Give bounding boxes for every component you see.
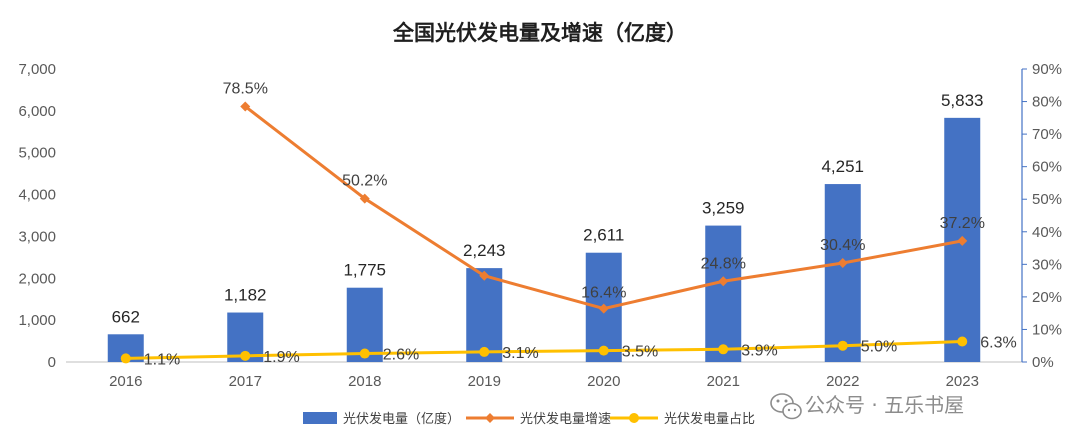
y-right-tick-label: 90%	[1032, 61, 1062, 78]
x-tick-label: 2021	[707, 373, 740, 390]
growth-data-label: 30.4%	[820, 237, 865, 254]
legend-growth-marker	[485, 413, 495, 423]
growth-point	[598, 303, 609, 314]
bar-value-label: 4,251	[821, 157, 864, 176]
share-point	[479, 346, 490, 357]
y-left-tick-label: 6,000	[18, 103, 56, 120]
bar-value-label: 1,775	[343, 261, 386, 280]
watermark-text: 公众号 · 五乐书屋	[805, 393, 964, 417]
share-data-label: 3.5%	[622, 344, 658, 361]
y-right-tick-label: 50%	[1032, 191, 1062, 208]
share-point	[718, 344, 729, 355]
x-tick-label: 2017	[229, 373, 262, 390]
x-tick-label: 2022	[826, 373, 859, 390]
y-right-tick-label: 80%	[1032, 94, 1062, 111]
growth-point	[479, 270, 490, 281]
legend-share-label: 光伏发电量占比	[664, 411, 755, 427]
y-right-tick-label: 40%	[1032, 224, 1062, 241]
y-left-tick-label: 2,000	[18, 270, 56, 287]
share-point	[598, 345, 609, 356]
y-left-tick-label: 1,000	[18, 312, 56, 329]
y-right-tick-label: 60%	[1032, 159, 1062, 176]
bar-value-label: 2,243	[463, 241, 506, 260]
chart-title: 全国光伏发电量及增速（亿度）	[392, 21, 687, 45]
bar-value-label: 5,833	[941, 91, 984, 110]
x-tick-label: 2020	[587, 373, 620, 390]
bar-value-label: 3,259	[702, 199, 745, 218]
share-data-label: 1.1%	[144, 351, 180, 368]
share-point	[359, 348, 370, 359]
bar-value-label: 1,182	[224, 286, 267, 305]
legend-share-marker	[629, 413, 639, 423]
x-tick-label: 2018	[348, 373, 381, 390]
growth-point	[837, 258, 848, 269]
growth-point	[957, 235, 968, 246]
share-point	[120, 353, 131, 364]
bar-value-label: 2,611	[583, 226, 624, 245]
growth-point	[359, 193, 370, 204]
bar	[705, 225, 742, 362]
y-right-tick-label: 0%	[1032, 354, 1054, 371]
share-data-label: 2.6%	[383, 347, 419, 364]
x-tick-label: 2019	[468, 373, 501, 390]
growth-data-label: 37.2%	[940, 215, 985, 232]
share-line	[125, 339, 963, 360]
share-data-label: 5.0%	[861, 339, 897, 356]
y-left-tick-label: 0	[48, 354, 56, 371]
y-left-tick-label: 5,000	[18, 145, 56, 162]
x-tick-label: 2016	[109, 373, 142, 390]
share-point	[837, 340, 848, 351]
y-right-tick-label: 30%	[1032, 256, 1062, 273]
growth-data-label: 24.8%	[701, 255, 746, 272]
wechat-icon	[770, 393, 802, 420]
share-data-label: 3.1%	[502, 345, 538, 362]
y-right-tick-label: 70%	[1032, 126, 1062, 143]
y-left-tick-label: 3,000	[18, 228, 56, 245]
legend-growth-label: 光伏发电量增速	[520, 411, 611, 427]
share-point	[240, 350, 251, 361]
y-right-tick-label: 10%	[1032, 321, 1062, 338]
legend-bar-swatch	[303, 412, 337, 424]
bar	[466, 268, 503, 362]
growth-point	[240, 101, 251, 112]
bar-value-label: 662	[112, 307, 140, 326]
share-data-label: 6.3%	[980, 334, 1016, 351]
share-point	[957, 336, 968, 347]
growth-point	[718, 276, 729, 287]
share-data-label: 1.9%	[263, 349, 299, 366]
legend-bar-label: 光伏发电量（亿度）	[343, 411, 460, 427]
y-left-tick-label: 4,000	[18, 187, 56, 204]
y-left-tick-label: 7,000	[18, 61, 56, 78]
growth-data-label: 78.5%	[223, 80, 268, 97]
growth-data-label: 50.2%	[342, 173, 387, 190]
y-right-tick-label: 20%	[1032, 289, 1062, 306]
bar	[824, 184, 861, 362]
share-data-label: 3.9%	[741, 342, 777, 359]
x-tick-label: 2023	[946, 373, 979, 390]
growth-data-label: 16.4%	[581, 285, 626, 302]
